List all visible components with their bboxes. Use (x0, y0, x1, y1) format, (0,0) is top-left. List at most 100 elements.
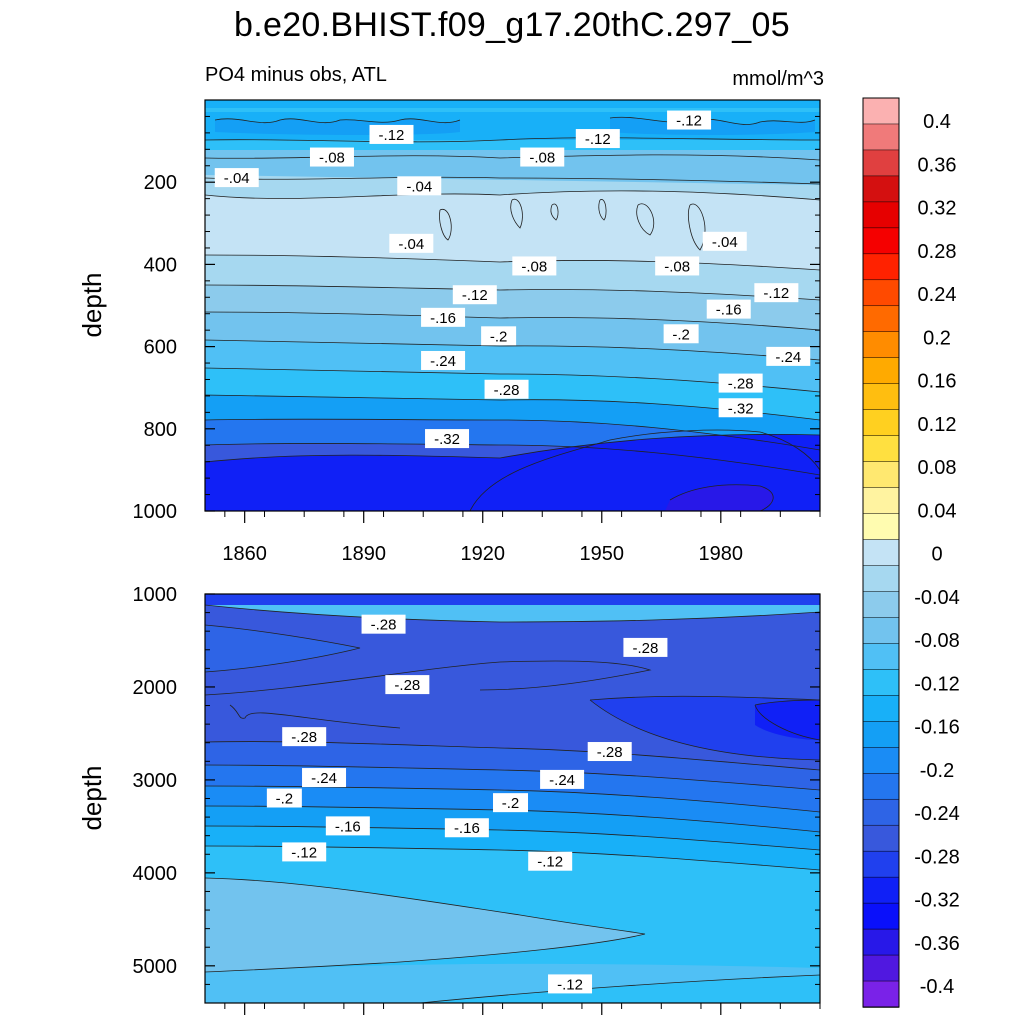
colorbar-swatch (862, 539, 900, 567)
y-tick-label: 1000 (133, 501, 178, 523)
y-tick-label: 600 (144, 337, 177, 359)
contour-label-box (325, 816, 370, 836)
contour-label-box (309, 147, 354, 167)
contour-label-box (587, 742, 632, 762)
colorbar-swatch (862, 305, 900, 333)
colorbar-label: -0.16 (914, 717, 960, 739)
contour-label: -.32 (425, 429, 470, 449)
contour-label: -.2 (266, 788, 302, 808)
contour-label-text: -.16 (454, 820, 480, 837)
contour-label-text: -.2 (502, 795, 520, 812)
contour-label-box (385, 675, 430, 695)
contour-label: -.12 (575, 129, 620, 149)
contour-label-box (369, 124, 414, 144)
contour-label-box (397, 176, 442, 196)
contour-label-box (425, 429, 470, 449)
contour-label-box (214, 168, 259, 188)
contour-label: -.32 (718, 398, 763, 418)
contour-label: -.08 (520, 147, 565, 167)
contour-label-text: -.28 (291, 729, 317, 746)
contour-label: -.2 (493, 793, 529, 813)
colorbar-label: -0.36 (914, 933, 960, 955)
colorbar-swatch (862, 331, 900, 359)
contour-label: -.12 (282, 842, 327, 862)
contour-label-text: -.12 (379, 127, 405, 144)
contour-label-box (766, 346, 811, 366)
colorbar-swatch (862, 149, 900, 177)
contour-label-box (548, 974, 593, 994)
contour-label-box (361, 614, 406, 634)
colorbar-swatch (862, 357, 900, 385)
contour-label: -.08 (309, 147, 354, 167)
colorbar-swatch (862, 591, 900, 619)
colorbar-swatch (862, 773, 900, 800)
contour-label-text: -.32 (728, 400, 754, 417)
colorbar-swatch (862, 876, 900, 904)
colorbar-label: -0.2 (920, 760, 954, 782)
colorbar-label: 0.2 (923, 327, 951, 349)
contour-label-text: -.28 (371, 617, 397, 634)
top-panel-fills (205, 100, 820, 511)
contour-label: -.28 (385, 675, 430, 695)
colorbar-swatch (862, 487, 900, 515)
contour-label-box (421, 350, 466, 370)
contour-label: -.24 (302, 768, 347, 788)
colorbar-label: 0.36 (918, 154, 957, 176)
colorbar-swatch (862, 850, 900, 878)
colorbar-label: -0.4 (920, 976, 954, 998)
contour-label-text: -.16 (430, 310, 456, 327)
contour-label: -.16 (706, 299, 751, 319)
contour-label-text: -.2 (276, 791, 294, 808)
y-tick-label: 2000 (133, 677, 178, 699)
contour-label-text: -.08 (521, 258, 547, 275)
colorbar-swatch (862, 980, 900, 1008)
contour-label-box (718, 373, 763, 393)
contour-label-text: -.12 (557, 976, 583, 993)
contour-label: -.04 (214, 168, 259, 188)
colorbar-label: 0.16 (918, 371, 957, 393)
units-label: mmol/m^3 (732, 68, 824, 90)
colorbar-label: 0.08 (918, 457, 957, 479)
bottom-panel-contour-labels: -.28 -.28 -.28 -.28 -.28 -.24 -.24 -.2 -.2 -.16 -.… (266, 614, 668, 994)
colorbar-swatch (862, 721, 900, 749)
contour-label-text: -.04 (406, 178, 432, 195)
contour-label: -.28 (361, 614, 406, 634)
contour-label-text: -.24 (775, 349, 801, 366)
contour-label-box (493, 793, 529, 813)
contour-label-text: -.04 (224, 170, 250, 187)
contour-label-text: -.16 (335, 818, 361, 835)
contour-label-box (421, 307, 466, 327)
contour-label-text: -.32 (434, 431, 460, 448)
y-tick-label: 200 (144, 172, 177, 194)
contour-label: -.24 (540, 769, 585, 789)
contour-label-text: -.08 (664, 258, 690, 275)
colorbar-label: -0.24 (914, 803, 960, 825)
y-tick-label: 3000 (133, 770, 178, 792)
y-tick-label: 400 (144, 254, 177, 276)
contour-label: -.12 (667, 110, 712, 130)
contour-label-box (754, 283, 799, 303)
contour-label-text: -.28 (728, 376, 754, 393)
y-tick-label: 5000 (133, 956, 178, 978)
colorbar-label: 0.24 (918, 284, 957, 306)
contour-label-text: -.16 (716, 302, 742, 319)
colorbar-swatch (862, 669, 900, 697)
contour-label-box (389, 233, 434, 253)
contour-label-text: -.12 (585, 131, 611, 148)
contour-label-box (484, 379, 529, 399)
contour-label-text: -.2 (672, 326, 690, 343)
contour-label-text: -.12 (537, 854, 563, 871)
colorbar-swatch (862, 824, 900, 852)
contour-label-text: -.04 (712, 234, 738, 251)
contour-label-box (623, 637, 668, 657)
contour-label: -.2 (663, 324, 699, 344)
colorbar-swatch (862, 513, 900, 541)
colorbar-label: 0.12 (918, 414, 957, 436)
contour-label-box (663, 324, 699, 344)
contour-label: -.08 (512, 256, 557, 276)
colorbar: 0.4 0.36 0.32 0.28 0.24 0.2 0.16 0.12 0.08 0.04 0 -… (862, 97, 960, 1008)
colorbar-label: 0.32 (918, 198, 957, 220)
contour-label-box (282, 842, 327, 862)
contour-label-text: -.28 (632, 640, 658, 657)
colorbar-frame (862, 97, 900, 1008)
